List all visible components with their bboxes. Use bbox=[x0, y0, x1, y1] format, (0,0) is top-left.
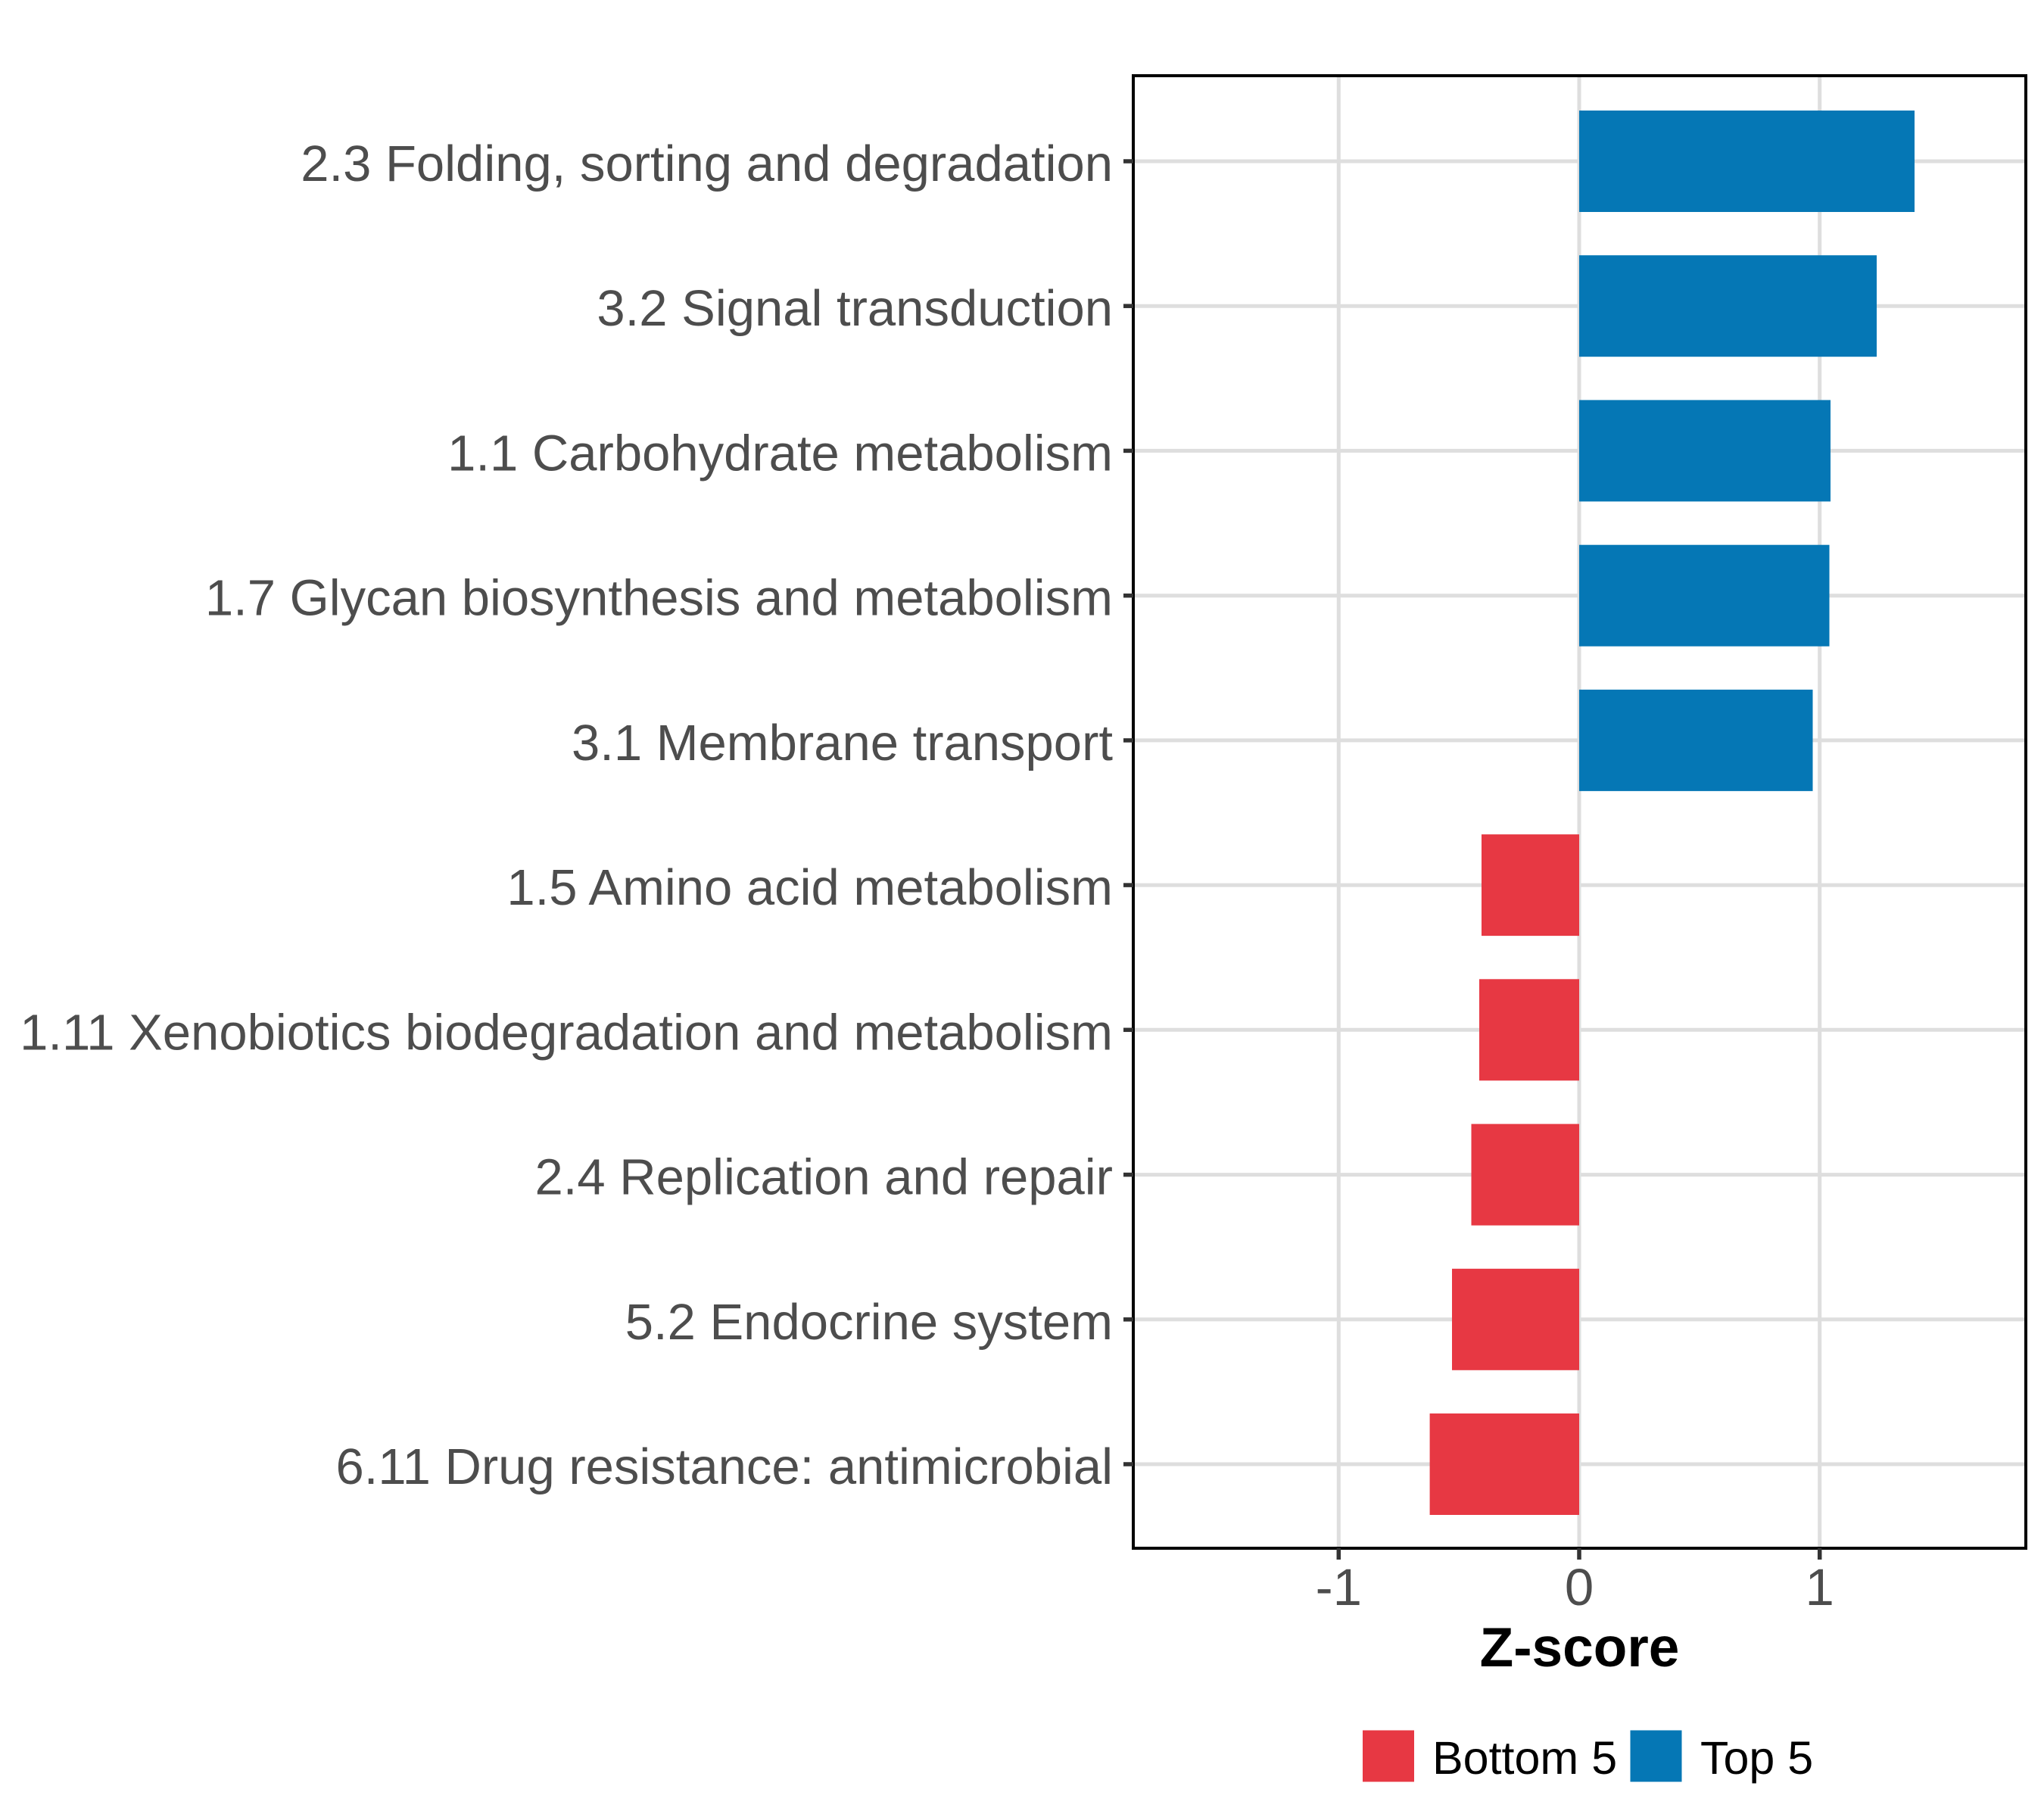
svg-text:2.3 Folding, sorting and degra: 2.3 Folding, sorting and degradation bbox=[301, 136, 1113, 192]
svg-text:1.1 Carbohydrate metabolism: 1.1 Carbohydrate metabolism bbox=[447, 425, 1113, 482]
svg-text:2.4 Replication and repair: 2.4 Replication and repair bbox=[534, 1149, 1113, 1206]
svg-text:0: 0 bbox=[1565, 1558, 1594, 1616]
svg-text:1.7 Glycan biosynthesis and me: 1.7 Glycan biosynthesis and metabolism bbox=[205, 570, 1113, 627]
svg-text:Bottom 5: Bottom 5 bbox=[1432, 1732, 1617, 1784]
svg-text:3.2 Signal transduction: 3.2 Signal transduction bbox=[597, 280, 1113, 337]
svg-text:1.5 Amino acid metabolism: 1.5 Amino acid metabolism bbox=[506, 859, 1113, 916]
svg-text:1: 1 bbox=[1806, 1558, 1834, 1616]
svg-text:5.2 Endocrine system: 5.2 Endocrine system bbox=[625, 1294, 1113, 1351]
svg-text:Top 5: Top 5 bbox=[1700, 1732, 1813, 1784]
svg-text:6.11 Drug resistance: antimicr: 6.11 Drug resistance: antimicrobial bbox=[335, 1438, 1113, 1495]
svg-text:-1: -1 bbox=[1316, 1558, 1362, 1616]
svg-text:Z-score: Z-score bbox=[1480, 1617, 1680, 1678]
svg-text:3.1 Membrane transport: 3.1 Membrane transport bbox=[572, 715, 1113, 771]
svg-text:1.11 Xenobiotics biodegradatio: 1.11 Xenobiotics biodegradation and meta… bbox=[20, 1004, 1113, 1061]
